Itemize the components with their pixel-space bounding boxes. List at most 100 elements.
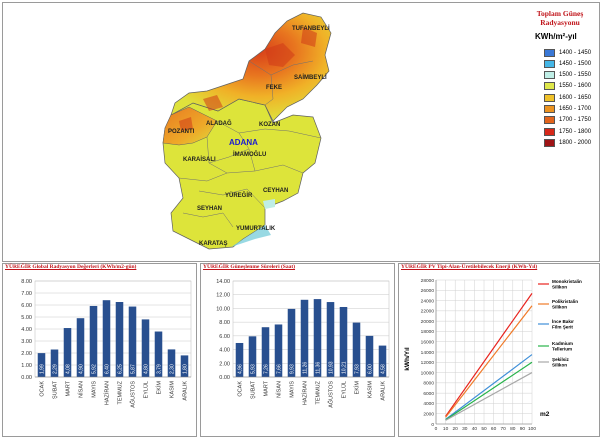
bar-value-label: 4,90 [78,364,84,374]
legend-item: 1600 - 1650 [544,93,591,102]
legend-label: Polikristalin Silikon [552,299,578,310]
legend-label: 1450 - 1500 [559,60,592,67]
x-tick-label: ŞUBAT [53,380,59,399]
x-tick-label: 50 [481,426,487,432]
bar-value-label: 7,93 [354,364,360,374]
legend-swatch [544,93,555,102]
series-line [445,361,533,421]
panel-title: YÜREĞİR Güneşlenme Süreleri (Saat) [203,264,296,270]
legend-label: 1550 - 1600 [559,83,592,90]
x-tick-label: EYLÜL [341,381,348,398]
x-tick-label: TEMMUZ [316,380,322,404]
district-label: SEYHAN [197,206,223,212]
x-tick-label: MAYIS [92,381,98,398]
legend-item: 1750 - 1800 [544,127,591,136]
province-map [162,12,332,250]
bar-value-label: 1,80 [182,364,188,374]
y-tick-label: 22000 [421,309,435,315]
y-tick-label: 18000 [421,329,435,335]
bar-value-label: 1,99 [39,364,45,374]
bar [235,342,244,377]
city-label: ADANA [229,138,258,147]
legend-label: 1600 - 1650 [559,94,592,101]
district-label: İMAMOĞLU [233,152,267,158]
x-tick-label: TEMMUZ [118,380,124,404]
y-tick-label: 10.00 [216,306,230,312]
x-tick-label: 30 [462,426,468,432]
x-tick-label: 0 [435,426,438,432]
bar-value-label: 6,40 [104,364,110,374]
bar-value-label: 4,58 [380,364,386,374]
bar [37,353,46,377]
district-label: CEYHAN [263,188,289,194]
series-line [445,305,533,418]
x-tick-label: ARALIK [381,381,387,401]
y-tick-label: 3.00 [21,339,32,345]
sunshine-duration-chart: 0.00 2.00 4.00 6.00 8.00 10.00 12.00 14.00 4,96 O… [216,279,390,408]
y-tick-label: 14.00 [216,279,230,285]
legend-swatch [544,127,555,136]
x-tick-label: ŞUBAT [251,380,257,399]
bar-value-label: 6,25 [117,364,123,374]
x-tick-label: 60 [491,426,497,432]
legend-unit: KWh/m²-yıl [535,32,577,41]
y-tick-label: 2.00 [219,361,230,367]
legend-swatch [544,138,555,147]
x-tick-label: NİSAN [78,381,85,398]
y-tick-label: 1.00 [21,363,32,369]
x-tick-label: OCAK [40,381,46,397]
bar [89,305,98,377]
bar [261,327,270,377]
legend-item: 1800 - 2000 [544,138,591,147]
bar [167,349,176,377]
x-tick-label: 40 [472,426,478,432]
bar [378,345,387,377]
bar [313,299,322,377]
bar-value-label: 5,93 [250,364,256,374]
district-label: YÜREĞİR [225,193,253,199]
legend-label: İnce Bakır Film Şerit [552,318,574,330]
legend-swatch [544,105,555,113]
district-label: KOZAN [259,122,281,128]
y-tick-label: 2000 [423,412,434,418]
y-tick-label: 4000 [423,401,434,407]
x-tick-label: KASIM [170,381,176,399]
y-tick-label: 8.00 [21,279,32,285]
bar [154,331,163,377]
x-tick-label: MAYIS [290,381,296,398]
bar-value-label: 6,00 [367,364,373,374]
bar [76,318,85,377]
x-tick-label: EKİM [156,381,163,395]
district-label: YUMURTALIK [236,226,276,232]
y-tick-label: 10000 [421,370,435,376]
legend-label: 1500 - 1550 [559,72,592,79]
x-tick-label: 70 [501,426,507,432]
sunshine-duration-panel: YÜREĞİR Güneşlenme Süreleri (Saat) 0.00 2… [200,263,395,437]
bar [50,349,59,377]
y-tick-label: 12000 [421,360,435,366]
legend-item: 1450 - 1500 [544,59,591,68]
district-label: TUFANBEYLİ [292,26,330,32]
y-tick-label: 12.00 [216,293,230,299]
bar [141,319,150,377]
bar-value-label: 10,93 [328,361,334,374]
bar [248,336,257,377]
bar-value-label: 4,96 [237,364,243,374]
legend-label: 1650 - 1700 [559,106,592,112]
x-tick-label: 80 [510,426,516,432]
district-label: POZANTI [168,129,195,135]
global-radiation-chart: 0.00 1.00 2.00 3.00 4.00 5.00 6.00 7.00 8.00 1,99… [21,279,192,408]
bar-value-label: 11,26 [302,362,308,374]
bar-value-label: 7,26 [263,364,269,374]
y-tick-label: 8000 [423,381,434,387]
x-tick-label: KASIM [368,381,374,399]
series-line [445,372,533,421]
legend-item: 1500 - 1550 [544,71,591,80]
legend-label: 1400 - 1450 [559,49,592,56]
bar [300,299,309,377]
x-tick-label: NİSAN [276,381,283,398]
legend-label: Kadmium Tellerium [552,341,573,352]
bar [128,306,137,377]
district-label: ALADAĞ [206,121,232,127]
panel-title: YÜREĞİR Global Radyasyon Değerleri (KWh/… [5,264,137,270]
